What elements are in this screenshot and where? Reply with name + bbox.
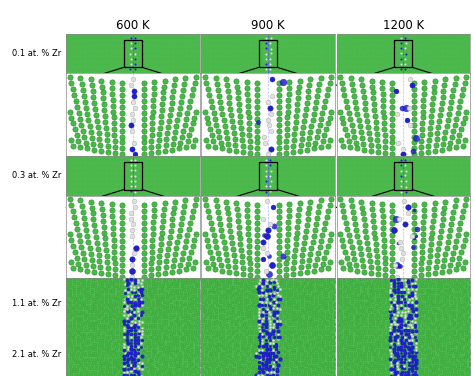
Bar [394, 40, 412, 67]
Text: 1.1 at. % Zr: 1.1 at. % Zr [12, 299, 62, 308]
Text: 0.1 at. % Zr: 0.1 at. % Zr [12, 49, 62, 58]
Text: 0.3 at. % Zr: 0.3 at. % Zr [12, 171, 62, 180]
Bar [124, 40, 142, 67]
Text: 600 K: 600 K [116, 19, 150, 32]
Text: 900 K: 900 K [251, 19, 285, 32]
Text: 2.1 at. % Zr: 2.1 at. % Zr [12, 350, 62, 359]
Text: 1200 K: 1200 K [383, 19, 424, 32]
Bar [259, 40, 277, 67]
Bar [394, 162, 412, 190]
Bar [259, 162, 277, 190]
Bar [124, 162, 142, 190]
